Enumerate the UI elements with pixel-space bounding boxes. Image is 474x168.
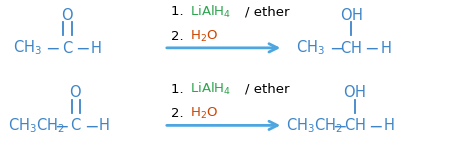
Text: 2.: 2. xyxy=(171,30,188,43)
Text: $\mathsf{LiAlH_4}$: $\mathsf{LiAlH_4}$ xyxy=(190,4,231,20)
Text: $\mathsf{C}$: $\mathsf{C}$ xyxy=(62,40,73,56)
Text: $\mathsf{-}$: $\mathsf{-}$ xyxy=(365,39,379,57)
Text: 1.: 1. xyxy=(171,83,188,96)
Text: $\mathsf{-}$: $\mathsf{-}$ xyxy=(75,39,90,57)
Text: $\mathsf{-}$: $\mathsf{-}$ xyxy=(45,39,60,57)
Text: $\mathsf{-}$: $\mathsf{-}$ xyxy=(54,116,69,134)
Text: $\mathsf{CH}$: $\mathsf{CH}$ xyxy=(340,40,362,56)
Text: 1.: 1. xyxy=(171,5,188,18)
Text: 2.: 2. xyxy=(171,107,188,120)
Text: $\mathsf{H_2O}$: $\mathsf{H_2O}$ xyxy=(190,106,218,121)
Text: $\mathsf{CH_3CH_2}$: $\mathsf{CH_3CH_2}$ xyxy=(286,116,344,135)
Text: $\mathsf{C}$: $\mathsf{C}$ xyxy=(70,117,82,133)
Text: $\mathsf{OH}$: $\mathsf{OH}$ xyxy=(339,7,363,23)
Text: $\mathsf{O}$: $\mathsf{O}$ xyxy=(61,7,74,23)
Text: $\mathsf{LiAlH_4}$: $\mathsf{LiAlH_4}$ xyxy=(190,81,231,97)
Text: $\mathsf{CH}$: $\mathsf{CH}$ xyxy=(344,117,365,133)
Text: / ether: / ether xyxy=(246,5,290,18)
Text: $\mathsf{H_2O}$: $\mathsf{H_2O}$ xyxy=(190,29,218,44)
Text: $\mathsf{-}$: $\mathsf{-}$ xyxy=(332,116,347,134)
Text: $\mathsf{H}$: $\mathsf{H}$ xyxy=(383,117,394,133)
Text: $\mathsf{CH_3}$: $\mathsf{CH_3}$ xyxy=(13,38,42,57)
Text: $\mathsf{-}$: $\mathsf{-}$ xyxy=(328,39,343,57)
Text: $\mathsf{H}$: $\mathsf{H}$ xyxy=(90,40,101,56)
Text: $\mathsf{-}$: $\mathsf{-}$ xyxy=(368,116,383,134)
Text: $\mathsf{H}$: $\mathsf{H}$ xyxy=(99,117,110,133)
Text: $\mathsf{CH_3CH_2}$: $\mathsf{CH_3CH_2}$ xyxy=(9,116,65,135)
Text: / ether: / ether xyxy=(246,83,290,96)
Text: $\mathsf{CH_3}$: $\mathsf{CH_3}$ xyxy=(296,38,325,57)
Text: $\mathsf{-}$: $\mathsf{-}$ xyxy=(83,116,98,134)
Text: $\mathsf{O}$: $\mathsf{O}$ xyxy=(70,84,82,100)
Text: $\mathsf{H}$: $\mathsf{H}$ xyxy=(380,40,391,56)
Text: $\mathsf{OH}$: $\mathsf{OH}$ xyxy=(343,84,366,100)
